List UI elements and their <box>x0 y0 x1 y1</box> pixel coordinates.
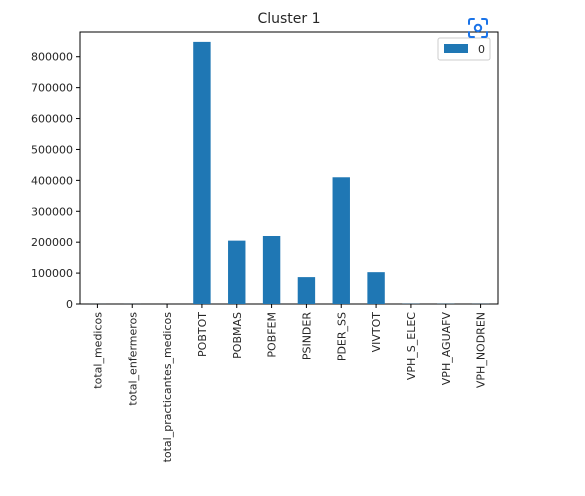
x-axis: total_medicos total_enfermeros total_pract… <box>91 304 488 463</box>
focus-capture-icon <box>468 18 488 38</box>
plot-frame <box>79 31 499 305</box>
y-tick-label: 200000 <box>31 236 73 249</box>
x-tick-label: POBMAS <box>231 312 244 359</box>
y-tick-label: 800000 <box>31 51 73 64</box>
x-tick-label: POBFEM <box>266 312 279 358</box>
bar <box>262 236 281 304</box>
y-axis: 0 100000 200000 300000 400000 500000 600000 700… <box>31 51 80 311</box>
bar <box>332 177 350 304</box>
x-tick-label: VPH_AGUAFV <box>440 312 453 386</box>
legend-label: 0 <box>478 43 485 56</box>
x-tick-label: POBTOT <box>196 312 209 357</box>
x-tick-label: total_practicantes_medicos <box>161 312 174 463</box>
bar <box>193 41 211 305</box>
capture-button[interactable] <box>466 16 490 40</box>
plot-area <box>79 31 499 305</box>
x-tick-label: VPH_NODREN <box>475 312 488 388</box>
y-tick-label: 100000 <box>31 267 73 280</box>
y-tick-label: 400000 <box>31 174 73 187</box>
x-tick-label: VPH_S_ELEC <box>405 312 418 380</box>
chart-title: Cluster 1 <box>257 11 320 27</box>
x-tick-label: VIVTOT <box>370 312 383 353</box>
y-tick-label: 300000 <box>31 205 73 218</box>
bar <box>297 277 316 304</box>
x-tick-label: total_medicos <box>91 312 104 389</box>
legend: 0 <box>437 37 491 61</box>
bar <box>367 272 385 304</box>
x-tick-label: PSINDER <box>300 312 313 361</box>
legend-swatch <box>444 44 468 53</box>
x-tick-label: total_enfermeros <box>126 312 139 406</box>
y-tick-label: 500000 <box>31 143 73 156</box>
y-tick-label: 600000 <box>31 113 73 126</box>
bar <box>228 240 246 304</box>
y-tick-label: 0 <box>66 298 73 311</box>
y-tick-label: 700000 <box>31 82 73 95</box>
x-tick-label: PDER_SS <box>335 312 348 361</box>
bar-series <box>88 41 490 305</box>
